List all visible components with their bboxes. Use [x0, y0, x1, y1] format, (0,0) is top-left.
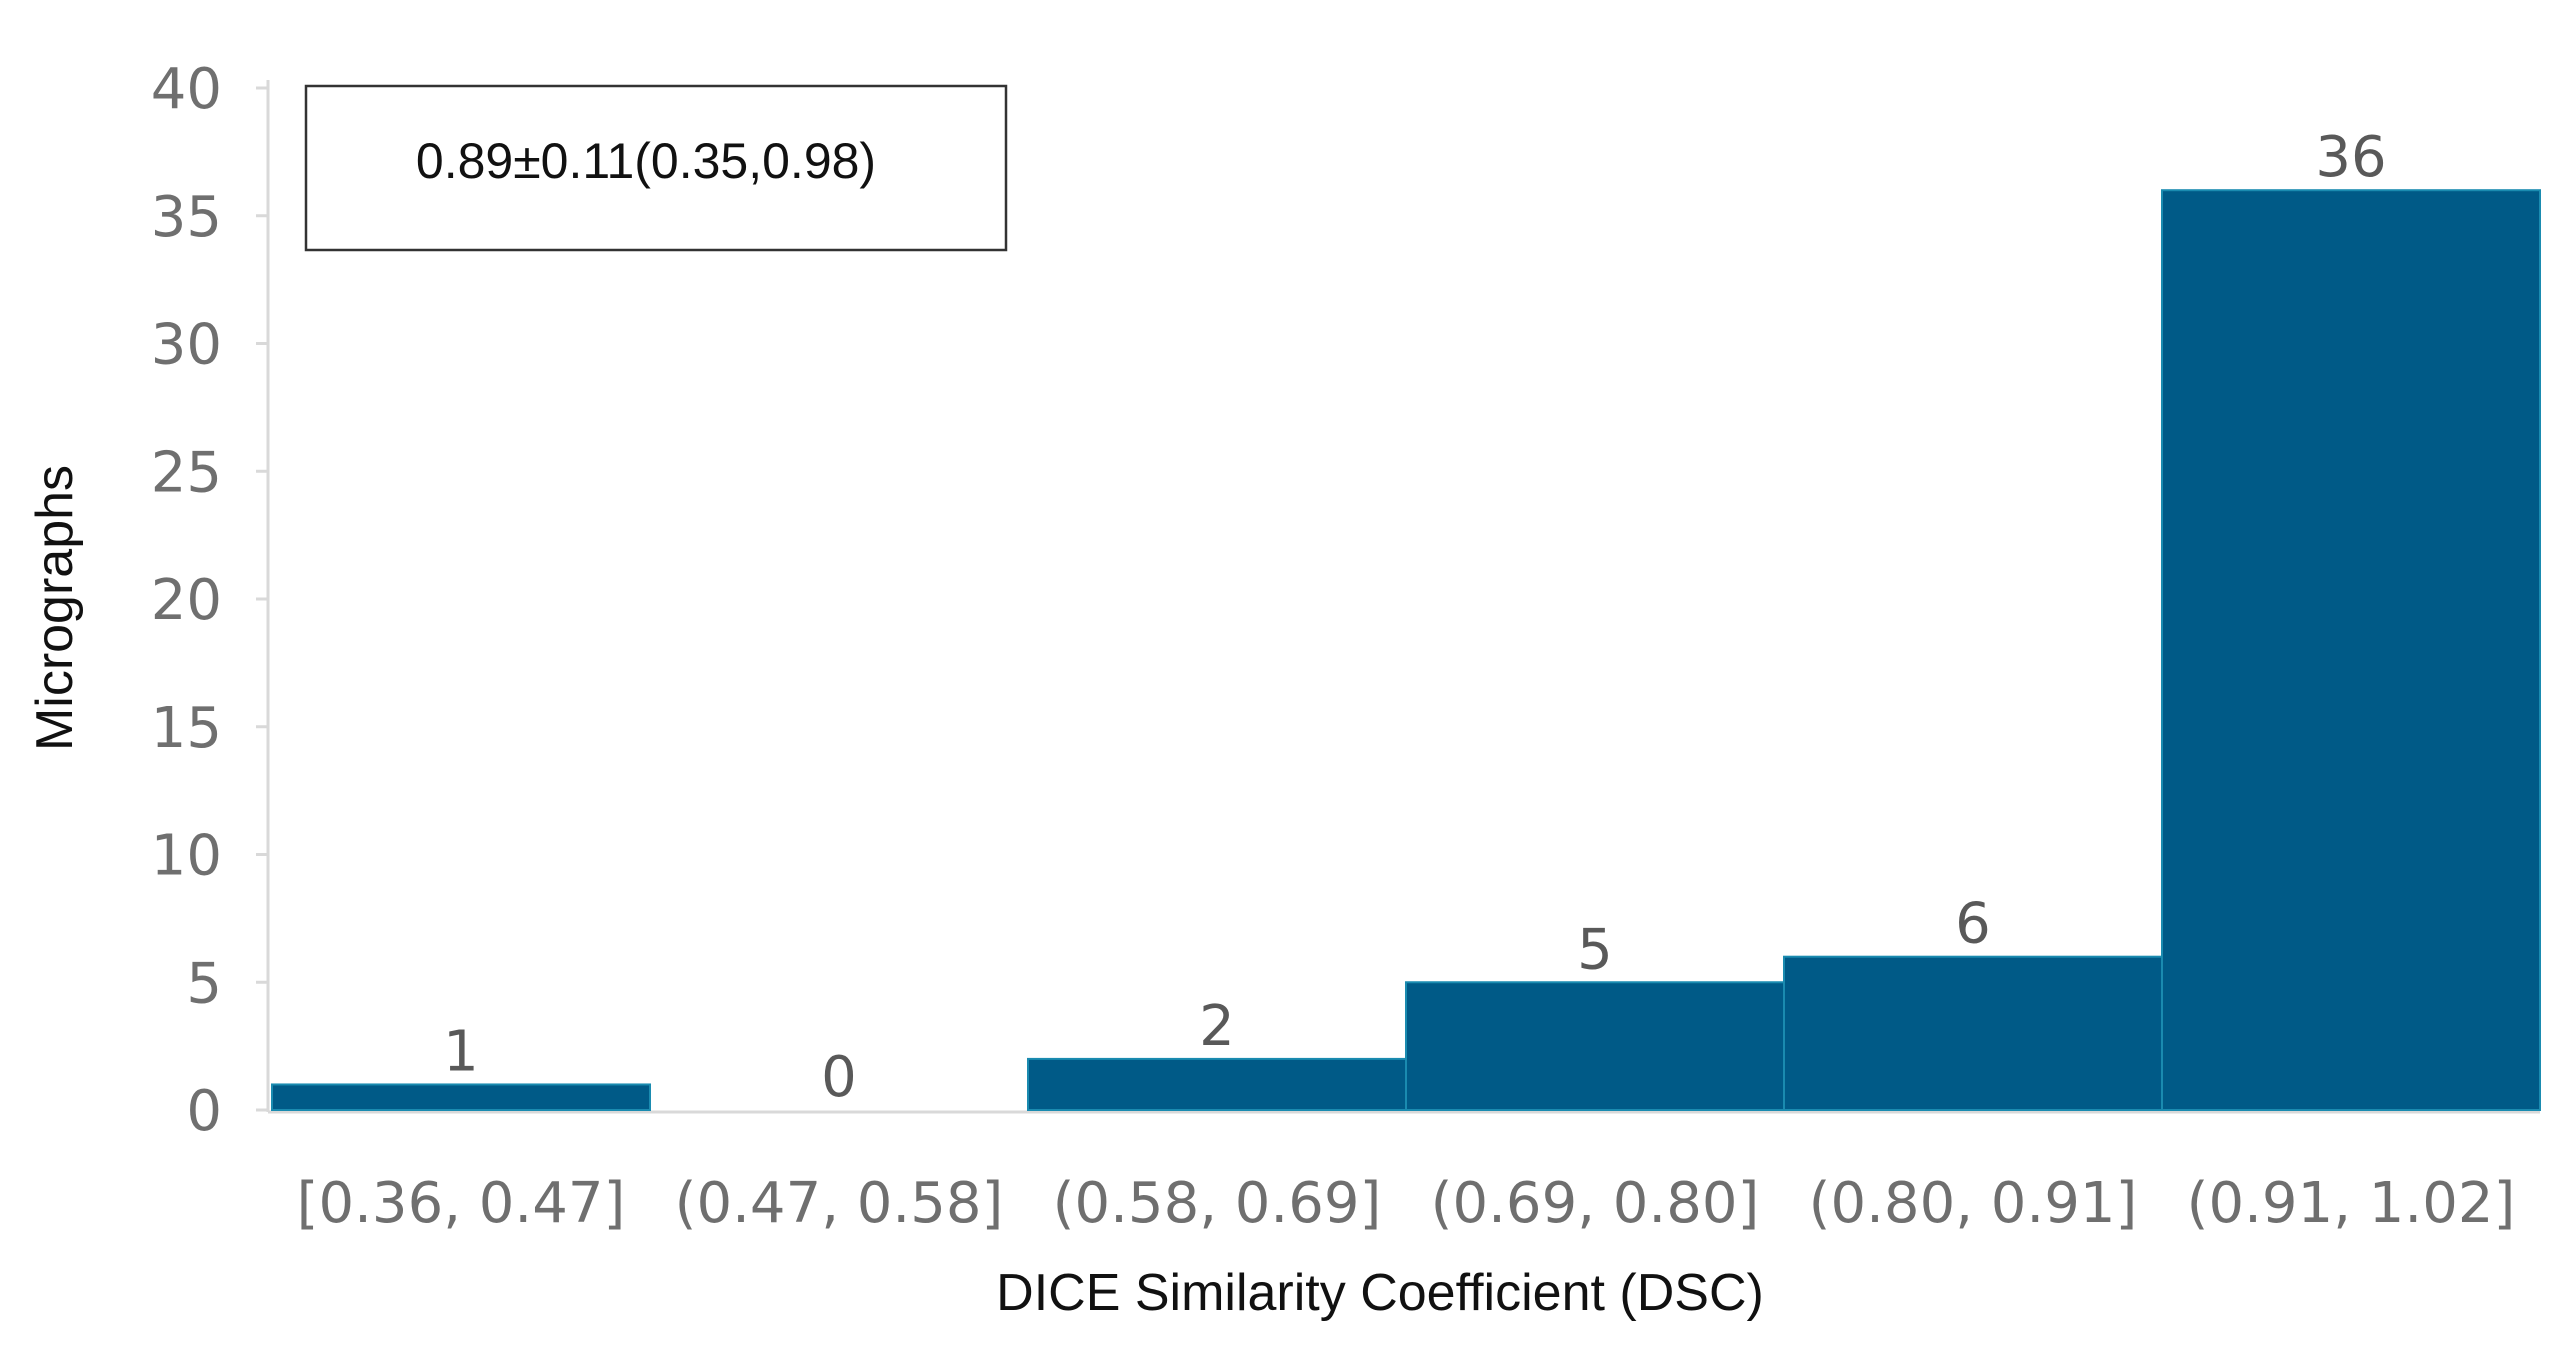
y-tick-label: 25 [151, 440, 222, 505]
y-tick-label: 40 [151, 57, 222, 122]
bar [2161, 189, 2541, 1111]
y-tick-label: 20 [151, 568, 222, 633]
bar [1783, 955, 2163, 1112]
x-category-label: (0.80, 0.91] [1809, 1171, 2138, 1236]
data-label: 36 [2315, 125, 2386, 190]
y-tick-label: 5 [186, 951, 222, 1016]
y-tick-label: 35 [151, 185, 222, 250]
data-label: 2 [1199, 994, 1235, 1059]
data-label: 1 [443, 1019, 479, 1084]
data-label-group: 1 0 2 5 6 36 [443, 125, 2386, 1110]
x-category-label: [0.36, 0.47] [297, 1171, 626, 1236]
x-category-label: (0.58, 0.69] [1053, 1171, 1382, 1236]
bar [1027, 1057, 1407, 1112]
stats-annotation-text: 0.89±0.11(0.35,0.98) [416, 133, 876, 189]
bar [271, 1083, 651, 1111]
x-category-label: (0.91, 1.02] [2187, 1171, 2516, 1236]
bar [1405, 981, 1785, 1111]
data-label: 5 [1577, 917, 1613, 982]
axes [266, 80, 2540, 1114]
x-axis-title: DICE Similarity Coefficient (DSC) [996, 1264, 1764, 1322]
y-axis-title: Micrographs [26, 465, 84, 751]
y-tick-label: 0 [186, 1079, 222, 1144]
x-category-label: (0.69, 0.80] [1431, 1171, 1760, 1236]
bar-group [271, 189, 2541, 1112]
data-label: 6 [1955, 892, 1991, 957]
y-tick-group: 0 5 10 15 20 25 30 35 40 [151, 57, 268, 1144]
y-tick-label: 10 [151, 824, 222, 889]
stats-box-border [304, 84, 1008, 252]
x-category-label-group: [0.36, 0.47] (0.47, 0.58] (0.58, 0.69] (0.6… [297, 1171, 2516, 1236]
y-tick-label: 30 [151, 313, 222, 378]
x-category-label: (0.47, 0.58] [675, 1171, 1004, 1236]
data-label: 0 [821, 1045, 857, 1110]
y-tick-label: 15 [151, 696, 222, 761]
stats-annotation-box: 0.89±0.11(0.35,0.98) [304, 84, 1008, 252]
